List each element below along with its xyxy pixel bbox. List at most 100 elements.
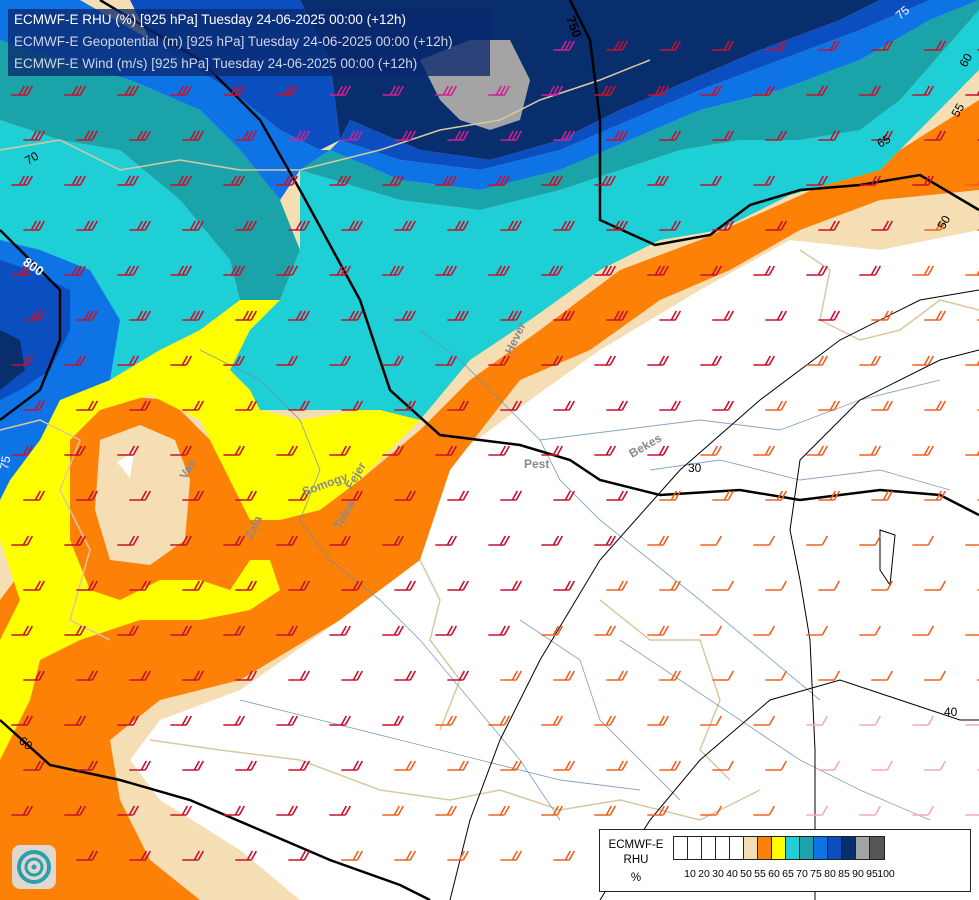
wind-barb [871,580,894,591]
title-rhu: ECMWF-E RHU (%) [925 hPa] Tuesday 24-06-… [14,12,407,27]
wind-barb [329,175,352,186]
wind-barb [712,760,735,771]
legend-swatch [716,837,730,859]
wind-barb [64,805,87,816]
wind-barb [712,130,735,141]
wind-barb [235,130,258,141]
wind-barb [859,445,882,456]
legend-swatch [744,837,758,859]
wind-barb [329,85,352,96]
wind-barb [170,355,193,366]
legend-colorbar [673,836,885,860]
wind-barb [288,400,311,411]
wind-barb [235,670,258,681]
wind-barb [64,85,87,96]
wind-barb [488,445,511,456]
wind-barb [382,805,405,816]
wind-barb [341,130,364,141]
wind-barb [818,670,841,681]
wind-barb [806,355,829,366]
wind-barb [541,265,564,276]
legend-swatch [800,837,814,859]
wind-barb [288,670,311,681]
wind-barb [753,535,776,546]
place-label: Pest [524,457,549,471]
wind-barb [871,220,894,231]
wind-barb [765,670,788,681]
wind-barb [924,310,947,321]
wind-barb [818,580,841,591]
wind-barb [541,85,564,96]
wind-barb [447,220,470,231]
wind-barb [117,85,140,96]
wind-barb [647,85,670,96]
wind-barb [11,805,34,816]
legend-tick-label: 80 [824,868,836,880]
legend-tick-label: 75 [810,868,822,880]
wind-barb [117,805,140,816]
wind-barb [871,310,894,321]
wind-barb [341,850,364,861]
wind-barb [64,535,87,546]
wind-barb [23,220,46,231]
wind-barb [341,220,364,231]
wind-barb [924,580,947,591]
wind-barb [382,535,405,546]
wind-barb [11,625,34,636]
wind-barb [235,400,258,411]
wind-barb [659,760,682,771]
wind-barb [435,535,458,546]
wind-barb [235,310,258,321]
title-wind: ECMWF-E Wind (m/s) [925 hPa] Tuesday 24-… [14,56,418,71]
wind-barb [765,40,788,51]
legend-swatch [702,837,716,859]
wind-barb [117,535,140,546]
wind-barb [435,355,458,366]
wind-barb [647,715,670,726]
wind-barb [594,445,617,456]
rhu-label: 75 [0,455,13,471]
wind-barb [23,760,46,771]
wind-barb [500,760,523,771]
rhu-label: 70 [23,149,42,168]
wind-barb [276,355,299,366]
wind-barb [500,130,523,141]
wind-barb [765,400,788,411]
wind-barb [700,85,723,96]
wind-barb [447,760,470,771]
wind-barb [859,355,882,366]
wind-barb [871,670,894,681]
wind-barb [76,130,99,141]
wind-barb [606,580,629,591]
wind-barb [541,355,564,366]
wind-barb [64,625,87,636]
legend: ECMWF-E RHU % 10 20 30 40 50 55 60 65 70 75 80 85 90… [599,829,971,892]
wind-barb [500,310,523,321]
wind-barb [553,760,576,771]
wind-barb [223,805,246,816]
legend-swatch [814,837,828,859]
wind-barb [553,220,576,231]
wind-barb [394,220,417,231]
legend-tick-labels: 10 20 30 40 50 55 60 65 70 75 80 85 90 95 100 [673,868,973,882]
wind-barb [341,580,364,591]
wind-barb [64,715,87,726]
wind-barb [818,130,841,141]
wind-barb [553,670,576,681]
wind-barb [659,490,682,501]
wind-barb [11,445,34,456]
wind-barb [288,850,311,861]
wind-barb [447,130,470,141]
wind-barb [912,445,935,456]
wind-barb [659,220,682,231]
wind-barb [288,130,311,141]
wind-barb [117,265,140,276]
wind-barb [553,850,576,861]
wind-barb [700,265,723,276]
wind-barb [659,130,682,141]
legend-swatch [730,837,744,859]
wind-barb [76,400,99,411]
wind-barb [223,535,246,546]
wind-barb [341,310,364,321]
wind-barb [859,175,882,186]
